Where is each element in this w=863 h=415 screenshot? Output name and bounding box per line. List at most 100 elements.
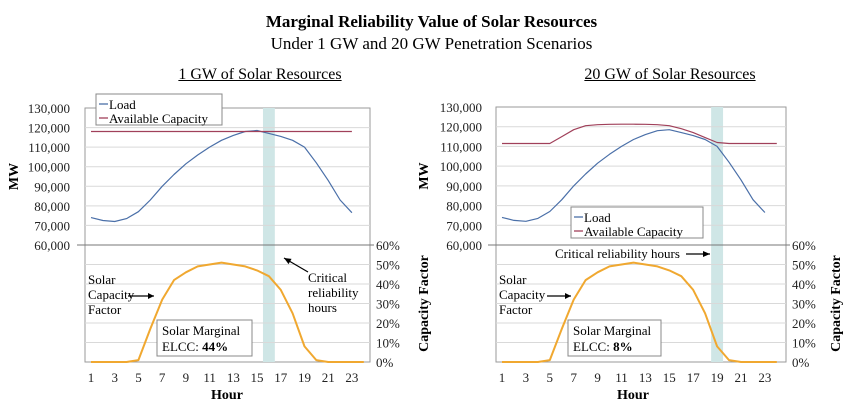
y-tick-label: 100,000 xyxy=(28,160,70,175)
chart-panel-1gw: 130,000 120,000 110,000 100,000 90,000 80,000… xyxy=(7,93,432,403)
y-tick-label: 70,000 xyxy=(34,218,70,233)
x-tick-label: 19 xyxy=(298,370,311,385)
main-title: Marginal Reliability Value of Solar Reso… xyxy=(265,12,598,31)
available-capacity-line xyxy=(502,123,777,145)
x-tick-label: 17 xyxy=(274,370,288,385)
solar-cf-annotation: Capacity xyxy=(499,287,546,302)
elcc-box xyxy=(156,319,253,357)
x-tick-label: 23 xyxy=(345,370,358,385)
critical-hours-annotation: reliability xyxy=(308,285,359,300)
x-tick-label: 23 xyxy=(758,370,771,385)
y-axis-label: MW xyxy=(417,162,432,189)
solar-cf-annotation: Capacity xyxy=(88,287,135,302)
y-tick-label: 60,000 xyxy=(446,238,482,253)
x-tick-label: 1 xyxy=(499,370,506,385)
legend-label: Available Capacity xyxy=(109,111,209,126)
arrowhead-icon xyxy=(148,293,154,299)
y2-tick-label: 10% xyxy=(376,336,400,351)
elcc-value: 44% xyxy=(202,339,228,354)
y-tick-label: 80,000 xyxy=(34,199,70,214)
y-tick-label: 120,000 xyxy=(28,121,70,136)
solar-cf-annotation: Factor xyxy=(88,302,122,317)
y2-tick-label: 0% xyxy=(792,355,810,370)
x-tick-label: 21 xyxy=(735,370,748,385)
x-tick-label: 5 xyxy=(547,370,554,385)
y-tick-label: 130,000 xyxy=(28,101,70,116)
y2-axis-label: Capacity Factor xyxy=(417,255,432,352)
x-tick-label: 17 xyxy=(687,370,701,385)
legend-label: Available Capacity xyxy=(584,224,684,239)
x-axis-label: Hour xyxy=(617,388,649,403)
panel-title-1gw: 1 GW of Solar Resources xyxy=(178,66,342,83)
x-tick-label: 9 xyxy=(594,370,601,385)
y2-tick-label: 60% xyxy=(792,238,816,253)
x-tick-label: 11 xyxy=(203,370,216,385)
panel-title-20gw: 20 GW of Solar Resources xyxy=(584,66,756,83)
elcc-value-label: ELCC: 8% xyxy=(573,339,633,354)
x-axis-label: Hour xyxy=(211,388,243,403)
solar-cf-annotation: Solar xyxy=(88,272,116,287)
y2-axis-label: Capacity Factor xyxy=(829,255,844,352)
y-tick-label: 130,000 xyxy=(440,100,482,115)
critical-hours-band xyxy=(711,107,724,362)
y2-tick-label: 20% xyxy=(792,316,816,331)
y2-tick-label: 20% xyxy=(376,316,400,331)
legend-label: Load xyxy=(109,97,136,112)
critical-hours-annotation: Critical reliability hours xyxy=(555,246,680,261)
elcc-value: 8% xyxy=(613,339,633,354)
x-tick-label: 3 xyxy=(523,370,530,385)
critical-hours-band xyxy=(262,108,275,362)
legend-box xyxy=(95,93,223,126)
load-line xyxy=(501,129,766,222)
x-tick-label: 3 xyxy=(111,370,118,385)
legend-label: Load xyxy=(584,210,611,225)
x-tick-label: 7 xyxy=(159,370,166,385)
x-tick-label: 9 xyxy=(183,370,190,385)
y2-tick-label: 50% xyxy=(792,258,816,273)
y-tick-label: 80,000 xyxy=(446,199,482,214)
x-tick-label: 11 xyxy=(615,370,628,385)
y2-tick-label: 40% xyxy=(376,277,400,292)
legend-box xyxy=(570,206,704,239)
arrowhead-icon xyxy=(703,251,710,257)
y-tick-label: 90,000 xyxy=(446,179,482,194)
solar-cf-annotation: Factor xyxy=(499,302,533,317)
subtitle: Under 1 GW and 20 GW Penetration Scenari… xyxy=(270,34,593,53)
x-tick-label: 13 xyxy=(227,370,240,385)
chart-panel-20gw: 130,000 120,000 110,000 100,000 90,000 80,000… xyxy=(417,100,844,403)
x-tick-label: 5 xyxy=(135,370,142,385)
y2-tick-label: 50% xyxy=(376,258,400,273)
x-tick-label: 21 xyxy=(322,370,335,385)
x-tick-label: 7 xyxy=(570,370,577,385)
y2-tick-label: 30% xyxy=(376,297,400,312)
y-tick-label: 70,000 xyxy=(446,218,482,233)
y-tick-label: 60,000 xyxy=(34,238,70,253)
solar-capacity-factor-line xyxy=(502,261,777,363)
elcc-value-label: ELCC: 44% xyxy=(162,339,228,354)
y2-tick-label: 40% xyxy=(792,277,816,292)
x-tick-label: 15 xyxy=(251,370,264,385)
y-tick-label: 110,000 xyxy=(28,140,70,155)
y2-tick-label: 10% xyxy=(792,336,816,351)
x-tick-label: 15 xyxy=(663,370,676,385)
elcc-label: Solar Marginal xyxy=(162,323,240,338)
load-line xyxy=(90,129,353,223)
y-tick-label: 100,000 xyxy=(440,159,482,174)
solar-capacity-factor-line xyxy=(91,261,364,363)
y-axis-label: MW xyxy=(7,163,22,190)
y2-tick-label: 60% xyxy=(376,238,400,253)
elcc-label: Solar Marginal xyxy=(573,323,651,338)
solar-cf-annotation: Solar xyxy=(499,272,527,287)
elcc-box xyxy=(567,319,662,357)
y-tick-label: 120,000 xyxy=(440,120,482,135)
critical-hours-annotation: Critical xyxy=(308,270,347,285)
x-tick-label: 13 xyxy=(639,370,652,385)
critical-hours-annotation: hours xyxy=(308,300,337,315)
arrowhead-icon xyxy=(565,293,571,299)
y-tick-label: 90,000 xyxy=(34,179,70,194)
arrowhead-icon xyxy=(284,258,292,265)
x-tick-label: 1 xyxy=(88,370,95,385)
y-tick-label: 110,000 xyxy=(440,139,482,154)
x-tick-label: 19 xyxy=(711,370,724,385)
